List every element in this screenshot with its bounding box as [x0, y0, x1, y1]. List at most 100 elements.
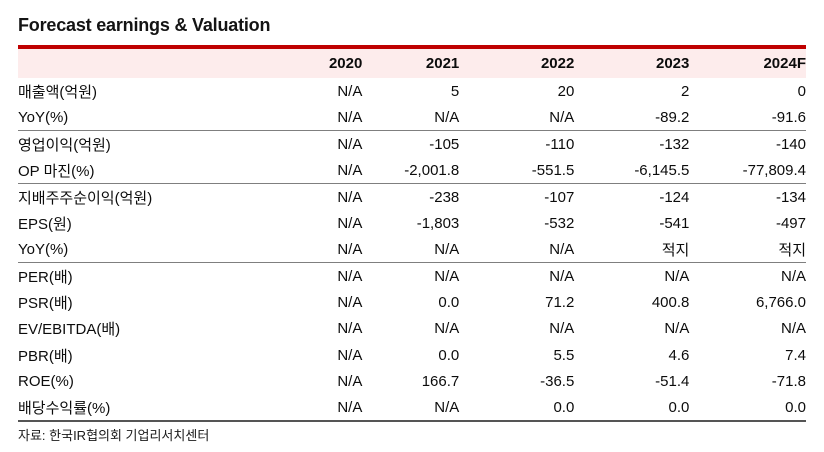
column-header-2021: 2021 — [425, 55, 460, 72]
row-label: OP 마진(%) — [18, 157, 251, 185]
table-row: EPS(원) N/A -1,803 -532 -541 -497 — [18, 210, 806, 236]
row-label: 영업이익(억원) — [18, 136, 111, 154]
cell-value: N/A — [664, 320, 690, 338]
cell-value: -2,001.8 — [362, 157, 460, 185]
row-label: YoY(%) — [18, 236, 251, 264]
cell-value: -36.5 — [540, 372, 575, 390]
column-header-2022: 2022 — [540, 55, 575, 72]
table-row: YoY(%) N/A N/A N/A 적지 적지 — [18, 236, 806, 264]
cell-value: N/A — [549, 267, 575, 285]
cell-value: -1,803 — [416, 214, 460, 232]
table-row: EV/EBITDA(배) N/A N/A N/A N/A N/A — [18, 316, 806, 342]
cell-value: N/A — [664, 267, 690, 285]
cell-value: -107 — [544, 188, 575, 206]
cell-value: -132 — [659, 135, 690, 153]
cell-value: 20 — [557, 82, 575, 100]
cell-value: N/A — [337, 82, 363, 100]
table-row: YoY(%) N/A N/A N/A -89.2 -91.6 — [18, 104, 806, 132]
cell-value: -51.4 — [655, 372, 690, 390]
cell-value: N/A — [337, 293, 363, 311]
column-header-metric — [18, 47, 250, 78]
table-row: ROE(%) N/A 166.7 -36.5 -51.4 -71.8 — [18, 368, 806, 394]
cell-value: N/A — [250, 157, 363, 185]
page-title: Forecast earnings & Valuation — [18, 15, 271, 35]
cell-value: -110 — [545, 135, 575, 153]
table-header: 2020 2021 2022 2023 2024F — [18, 47, 806, 78]
cell-value: 5 — [450, 82, 460, 100]
cell-value: 0.0 — [668, 398, 690, 416]
table-row: 매출액(억원) N/A 5 20 2 0 — [18, 78, 806, 104]
cell-value: 0.0 — [438, 346, 460, 364]
table-header-row: 2020 2021 2022 2023 2024F — [18, 47, 806, 78]
table-row: 배당수익률(%) N/A N/A 0.0 0.0 0.0 — [18, 395, 806, 421]
cell-value: N/A — [780, 320, 806, 338]
cell-value: 0.0 — [438, 293, 460, 311]
cell-value: N/A — [549, 320, 575, 338]
cell-value: N/A — [780, 267, 806, 285]
cell-value: N/A — [434, 320, 460, 338]
cell-value: -134 — [775, 188, 806, 206]
cell-value: 5.5 — [553, 346, 575, 364]
row-label: PER(배) — [18, 268, 73, 286]
row-label: 배당수익률(%) — [18, 399, 111, 417]
cell-value: N/A — [434, 398, 460, 416]
cell-value: 0.0 — [785, 398, 806, 416]
cell-value: N/A — [337, 188, 363, 206]
cell-value: -6,145.5 — [574, 157, 690, 185]
cell-value: 6,766.0 — [755, 293, 806, 311]
cell-value: -551.5 — [459, 157, 575, 185]
source-note: 자료: 한국IR협의회 기업리서치센터 — [18, 428, 210, 444]
table-row: OP 마진(%) N/A -2,001.8 -551.5 -6,145.5 -77,809… — [18, 157, 806, 185]
row-label: ROE(%) — [18, 372, 74, 390]
cell-value: 7.4 — [785, 346, 806, 364]
table-row: PBR(배) N/A 0.0 5.5 4.6 7.4 — [18, 342, 806, 368]
table-row: 지배주주순이익(억원) N/A -238 -107 -124 -134 — [18, 184, 806, 210]
cell-value: N/A — [337, 135, 363, 153]
table-row: 영업이익(억원) N/A -105 -110 -132 -140 — [18, 131, 806, 157]
cell-value: -77,809.4 — [689, 157, 806, 185]
cell-value: 400.8 — [651, 293, 690, 311]
cell-value: 0.0 — [553, 398, 575, 416]
cell-value: N/A — [337, 372, 363, 390]
table-body: 매출액(억원) N/A 5 20 2 0 YoY(%) N/A N/A N/A -89.2 -91.6… — [18, 78, 806, 421]
row-label: 매출액(억원) — [18, 83, 97, 101]
cell-value: 4.6 — [668, 346, 690, 364]
cell-value: N/A — [362, 104, 460, 132]
cell-value: N/A — [337, 320, 363, 338]
row-label: 지배주주순이익(억원) — [18, 189, 153, 207]
cell-value: -238 — [429, 188, 460, 206]
cell-value: N/A — [459, 236, 575, 264]
cell-value: -105 — [429, 135, 460, 153]
cell-value: N/A — [362, 236, 460, 264]
cell-value: -124 — [659, 188, 690, 206]
row-label: EPS(원) — [18, 215, 72, 233]
cell-value: -91.6 — [689, 104, 806, 132]
cell-value: -140 — [775, 135, 806, 153]
cell-value: N/A — [459, 104, 575, 132]
cell-value: 166.7 — [421, 372, 460, 390]
cell-value: 적지 — [574, 236, 690, 264]
cell-value: N/A — [337, 267, 363, 285]
cell-value: N/A — [434, 267, 460, 285]
cell-value: 2 — [681, 82, 690, 100]
cell-value: N/A — [250, 236, 363, 264]
cell-value: 0 — [797, 82, 806, 100]
cell-value: N/A — [337, 214, 363, 232]
column-header-2023: 2023 — [655, 55, 690, 72]
cell-value: -532 — [544, 214, 575, 232]
cell-value: 적지 — [689, 236, 806, 264]
cell-value: -541 — [659, 214, 690, 232]
row-label: PSR(배) — [18, 294, 73, 312]
cell-value: N/A — [337, 346, 363, 364]
column-header-2020: 2020 — [328, 55, 363, 72]
table-row: PSR(배) N/A 0.0 71.2 400.8 6,766.0 — [18, 289, 806, 315]
cell-value: N/A — [337, 398, 363, 416]
row-label: EV/EBITDA(배) — [18, 321, 121, 339]
forecast-valuation-table: 2020 2021 2022 2023 2024F 매출액(억원) N/A 5 20 2… — [18, 45, 806, 423]
row-label: YoY(%) — [18, 104, 251, 132]
row-label: PBR(배) — [18, 347, 73, 365]
cell-value: -497 — [775, 214, 806, 232]
table-row: PER(배) N/A N/A N/A N/A N/A — [18, 263, 806, 289]
cell-value: N/A — [250, 104, 363, 132]
